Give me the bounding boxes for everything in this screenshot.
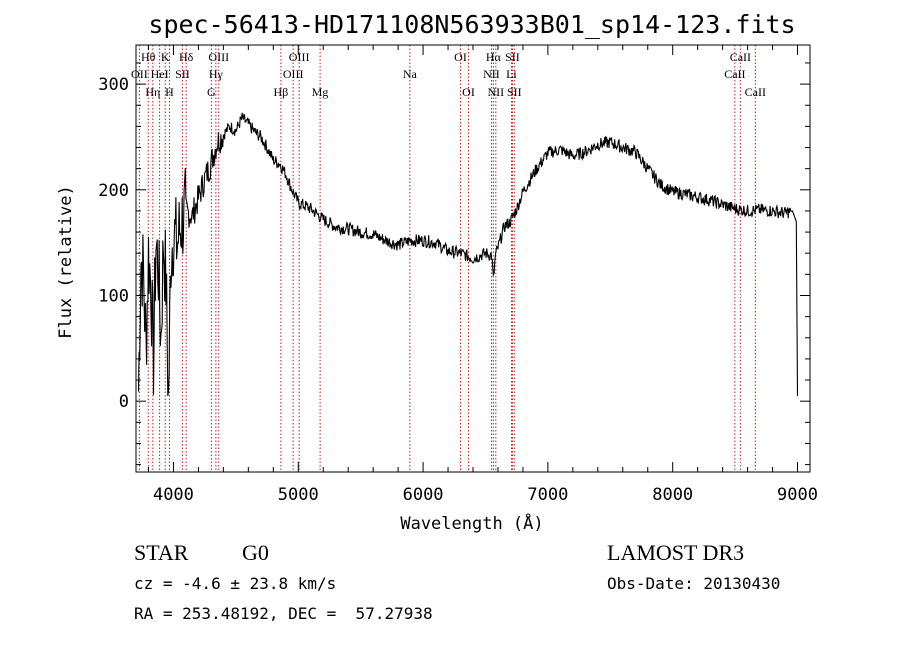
coordinates: RA = 253.48192, DEC = 57.27938: [134, 604, 433, 623]
marker-label-21: SII: [505, 50, 520, 64]
y-tick-label-200: 200: [98, 181, 129, 201]
marker-label-23: SII: [507, 85, 522, 99]
marker-label-12: OIII: [289, 50, 310, 64]
marker-label-16: OI: [454, 50, 467, 64]
x-tick-label-8000: 8000: [652, 485, 693, 505]
y-tick-label-0: 0: [119, 392, 129, 412]
marker-label-15: Na: [403, 67, 418, 81]
plot-frame: [135, 44, 811, 473]
x-tick-label-9000: 9000: [777, 485, 818, 505]
x-tick-label-7000: 7000: [527, 485, 568, 505]
marker-label-7: SII: [175, 67, 190, 81]
marker-label-17: OI: [462, 85, 475, 99]
object-subclass: G0: [242, 540, 269, 565]
marker-label-6: Hδ: [179, 50, 194, 64]
marker-label-26: CaII: [745, 85, 766, 99]
marker-label-19: NII: [483, 67, 500, 81]
marker-label-9: Hγ: [209, 67, 224, 81]
redshift-readout: cz = -4.6 ± 23.8 km/s: [134, 574, 336, 593]
marker-label-0: Hθ: [141, 50, 156, 64]
chart-title: spec-56413-HD171108N563933B01_sp14-123.f…: [148, 10, 795, 39]
marker-label-4: HeI: [151, 67, 169, 81]
x-tick-label-6000: 6000: [403, 485, 444, 505]
line-marker-labels: Hθ OII Hη K HeI H Hδ SII OIII Hγ G Hβ OIII OIII Mg Na OI…: [131, 50, 766, 99]
marker-label-24: CaII: [730, 50, 751, 64]
marker-label-2: Hη: [145, 85, 160, 99]
marker-label-10: G: [207, 85, 216, 99]
y-tick-label-100: 100: [98, 286, 129, 306]
line-markers: [138, 45, 756, 472]
survey-name: LAMOST DR3: [607, 540, 744, 565]
marker-label-3: K: [161, 50, 170, 64]
marker-label-18: Hα: [486, 50, 502, 64]
obs-date: Obs-Date: 20130430: [607, 574, 780, 593]
marker-label-14: Mg: [312, 85, 329, 99]
y-axis-label: Flux (relative): [56, 185, 76, 339]
y-axis-ticks: 0 100 200 300: [98, 62, 810, 466]
marker-label-1: OII: [131, 67, 148, 81]
x-axis-label: Wavelength (Å): [400, 512, 543, 534]
x-axis-ticks: 4000 5000 6000 7000 8000 9000: [147, 45, 818, 505]
marker-label-22: Li: [506, 67, 517, 81]
marker-label-20: NII: [488, 85, 505, 99]
x-tick-label-5000: 5000: [278, 485, 319, 505]
object-class: STAR: [134, 540, 189, 565]
marker-label-11: Hβ: [274, 85, 289, 99]
marker-label-5: H: [165, 85, 174, 99]
marker-label-8: OIII: [208, 50, 229, 64]
x-tick-label-4000: 4000: [153, 485, 194, 505]
marker-label-25: CaII: [724, 67, 745, 81]
y-tick-label-300: 300: [98, 75, 129, 95]
spectrum-line: [137, 112, 799, 396]
marker-label-13: OIII: [283, 67, 304, 81]
